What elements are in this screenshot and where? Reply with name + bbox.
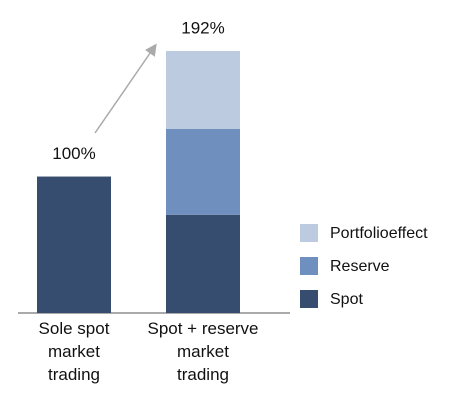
bar-segment: [166, 214, 240, 313]
legend-label: Spot: [330, 291, 363, 308]
total-label: 100%: [52, 144, 95, 163]
x-tick-label: Sole spot market trading: [38, 319, 110, 384]
legend-label: Portfolioeffect: [330, 225, 428, 242]
total-label: 192%: [181, 18, 224, 37]
legend-swatch: [300, 257, 318, 275]
bar-segment: [166, 128, 240, 215]
x-tick-label: Spot + reserve market trading: [147, 319, 259, 384]
legend-swatch: [300, 224, 318, 242]
legend-swatch: [300, 290, 318, 308]
bar-segment: [37, 176, 111, 313]
bar-segment: [166, 51, 240, 129]
legend-label: Reserve: [330, 258, 390, 275]
growth-arrow: [94, 43, 157, 134]
